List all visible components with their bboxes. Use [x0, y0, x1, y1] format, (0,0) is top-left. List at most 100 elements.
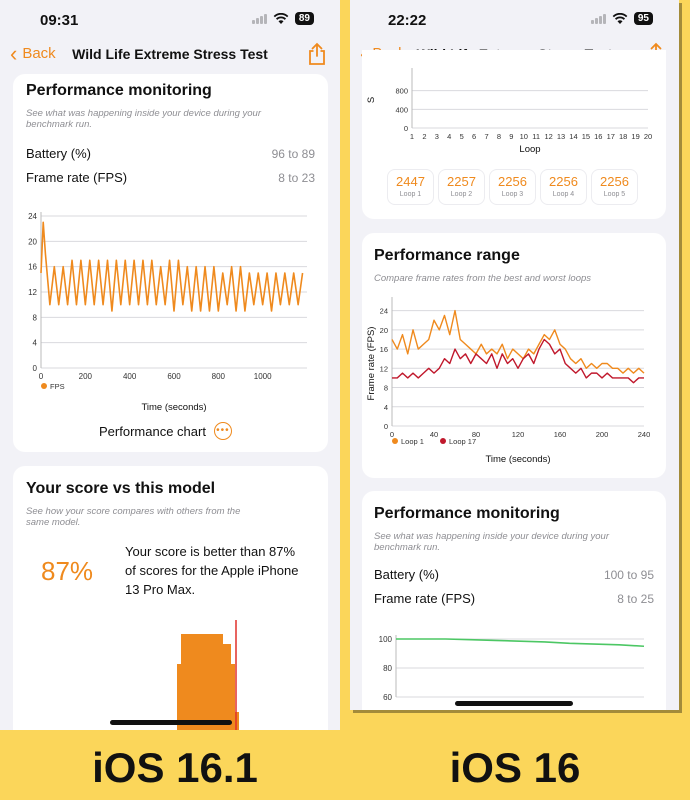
y-tick-label: 400	[395, 105, 408, 114]
y-tick-label: 4	[384, 403, 388, 412]
y-tick-label: 0	[33, 364, 38, 373]
x-tick-label: 5	[460, 132, 464, 141]
fps-value: 8 to 25	[617, 592, 654, 606]
legend-swatch	[392, 438, 398, 444]
status-bar: 22:22 95	[350, 0, 679, 40]
x-tick-label: 200	[596, 430, 609, 439]
x-tick-label: 80	[472, 430, 480, 439]
battery-value: 100 to 95	[603, 568, 654, 582]
status-bar: 09:31 89	[0, 0, 340, 40]
loop-badges: 2447 Loop 1 2257 Loop 2 2256 Loop 3 2256 Loo…	[388, 170, 637, 204]
series-line	[392, 338, 644, 384]
x-tick-label: 10	[520, 132, 528, 141]
x-tick-label: 200	[79, 372, 93, 381]
y-tick-label: 16	[28, 263, 37, 272]
x-axis-title: Time (seconds)	[141, 402, 206, 413]
home-indicator[interactable]	[110, 720, 232, 725]
battery-chart: 60 80 100	[379, 635, 645, 702]
card-title: Performance monitoring	[26, 82, 212, 99]
performance-range-card: Performance range Compare frame rates fr…	[362, 233, 666, 478]
y-tick-label: 0	[384, 422, 388, 431]
y-tick-label: 24	[380, 307, 388, 316]
more-icon: •••	[213, 422, 232, 440]
y-tick-label: 60	[383, 693, 392, 702]
y-tick-label: 20	[28, 237, 37, 246]
status-time: 22:22	[388, 12, 427, 29]
y-tick-label: 100	[379, 635, 393, 644]
loop-badge[interactable]: 2447 Loop 1	[388, 170, 433, 204]
nav-bar: ‹ Back Wild Life Extreme Stress Test	[0, 40, 340, 74]
x-tick-label: 7	[484, 132, 488, 141]
wifi-icon	[273, 12, 289, 24]
wifi-icon	[612, 12, 628, 24]
x-tick-label: 1	[410, 132, 414, 141]
battery-label: Battery (%)	[26, 146, 92, 161]
x-tick-label: 800	[212, 372, 226, 381]
card-subtitle: Compare frame rates from the best and wo…	[374, 273, 592, 284]
status-icons: 95	[590, 12, 653, 25]
card-title: Your score vs this model	[26, 480, 216, 497]
x-tick-label: 40	[430, 430, 438, 439]
series-line	[40, 221, 304, 312]
x-tick-label: 13	[557, 132, 565, 141]
battery-label: Battery (%)	[374, 567, 440, 582]
loop-scores-card: 0 400 800 1 2 3 4 5 6 7 8 9 10 11 12 13 14 15 16 17 18 19 20 Lo…	[362, 50, 666, 219]
card-subtitle: See how your score compares with others …	[26, 506, 241, 528]
fps-value: 8 to 23	[278, 171, 315, 185]
home-indicator[interactable]	[455, 701, 573, 706]
x-axis-title: Time (seconds)	[485, 454, 550, 465]
x-tick-label: 240	[638, 430, 651, 439]
series-line	[396, 638, 645, 648]
loop-badge[interactable]: 2256 Loop 4	[541, 170, 586, 204]
performance-monitoring-card: Performance monitoring See what was happ…	[362, 491, 666, 710]
loop-badge[interactable]: 2256 Loop 5	[592, 170, 637, 204]
x-tick-label: 15	[582, 132, 590, 141]
signal-icon	[251, 13, 267, 24]
battery-indicator: 95	[633, 12, 653, 25]
nav-title: Wild Life Extreme Stress Test	[72, 46, 268, 62]
fps-chart: 0 4 8 12 16 20 24 0 200 400 600 800 1000 FPS Time (sec…	[28, 212, 307, 413]
x-tick-label: 18	[619, 132, 627, 141]
performance-monitoring-card: Performance monitoring See what was happ…	[13, 74, 328, 452]
legend-swatch	[440, 438, 446, 444]
loop-badge[interactable]: 2256 Loop 3	[490, 170, 535, 204]
x-tick-label: 1000	[254, 372, 272, 381]
x-axis-title: Loop	[519, 144, 540, 155]
score-description: Your score is better than 87% of scores …	[125, 544, 299, 597]
y-tick-label: 8	[384, 384, 388, 393]
legend-label: Loop 1	[401, 437, 424, 446]
chevron-left-icon: ‹	[10, 40, 18, 66]
card-title: Performance range	[374, 247, 520, 264]
y-tick-label: 0	[404, 124, 408, 133]
performance-chart-label: Performance chart	[99, 423, 206, 439]
legend-label: Loop 17	[449, 437, 476, 446]
card-subtitle: See what was happening inside your devic…	[374, 531, 610, 553]
y-tick-label: 4	[33, 339, 38, 348]
x-tick-label: 12	[544, 132, 552, 141]
x-tick-label: 3	[435, 132, 439, 141]
caption-ios-16-1: iOS 16.1	[92, 744, 258, 791]
y-tick-label: 24	[28, 212, 37, 221]
share-icon[interactable]	[306, 42, 328, 66]
y-tick-label: 12	[28, 288, 37, 297]
y-tick-label: 80	[383, 664, 392, 673]
x-tick-label: 4	[447, 132, 451, 141]
performance-chart-button[interactable]: Performance chart •••	[99, 422, 232, 440]
status-icons: 89	[251, 12, 314, 25]
loop-badge[interactable]: 2257 Loop 2	[439, 170, 484, 204]
x-tick-label: 17	[607, 132, 615, 141]
y-tick-label: 800	[395, 87, 408, 96]
x-tick-label: 11	[532, 132, 540, 141]
fps-label: Frame rate (FPS)	[26, 170, 128, 185]
back-button[interactable]: ‹ Back	[10, 40, 56, 66]
score-comparison-card: Your score vs this model See how your sc…	[13, 466, 328, 730]
x-tick-label: 19	[631, 132, 639, 141]
fps-label: Frame rate (FPS)	[374, 591, 476, 606]
y-tick-label: 12	[380, 364, 388, 373]
y-axis-title: Frame rate (FPS)	[366, 327, 377, 401]
score-percentile: 87%	[41, 556, 94, 586]
phone-screen-ios-16-1: 09:31 89 ‹ Back Wild Life Extreme Stress…	[0, 0, 340, 730]
y-axis-title: S	[366, 97, 377, 103]
